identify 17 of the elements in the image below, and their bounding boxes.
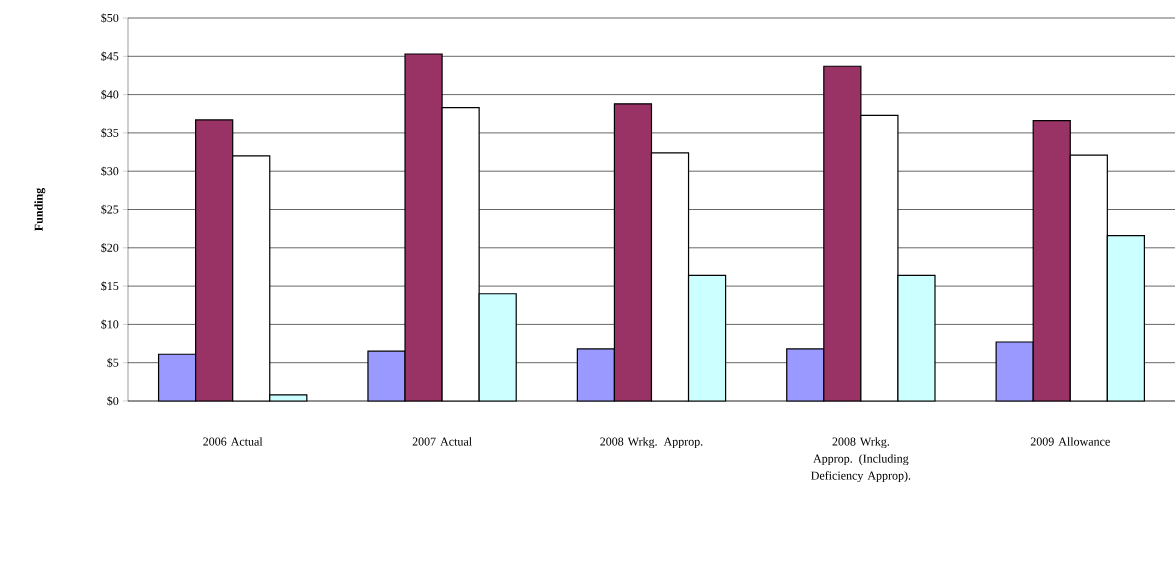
y-tick-label: $25 xyxy=(101,204,119,215)
x-tick-label: 2008 Wrkg. Approp. (Including Deficiency Approp). xyxy=(811,437,911,483)
y-tick-label: $0 xyxy=(107,396,119,406)
x-tick-label: 2006 Actual xyxy=(203,437,263,446)
x-tick-label: 2009 Allowance xyxy=(1030,437,1110,446)
y-tick-label: $5 xyxy=(107,357,119,368)
x-tick-label: 2007 Actual xyxy=(412,437,472,446)
y-tick-label: $50 xyxy=(101,13,119,23)
y-axis-title: Funding xyxy=(34,187,46,231)
y-tick-label: $35 xyxy=(101,128,119,138)
y-tick-label: $10 xyxy=(101,319,119,330)
y-tick-label: $15 xyxy=(101,281,119,291)
y-tick-label: $45 xyxy=(101,51,119,62)
y-tick-label: $40 xyxy=(101,89,119,100)
y-tick-label: $20 xyxy=(101,243,119,253)
x-tick-label: 2008 Wrkg. Approp. xyxy=(600,437,703,449)
y-tick-label: $30 xyxy=(101,166,119,177)
